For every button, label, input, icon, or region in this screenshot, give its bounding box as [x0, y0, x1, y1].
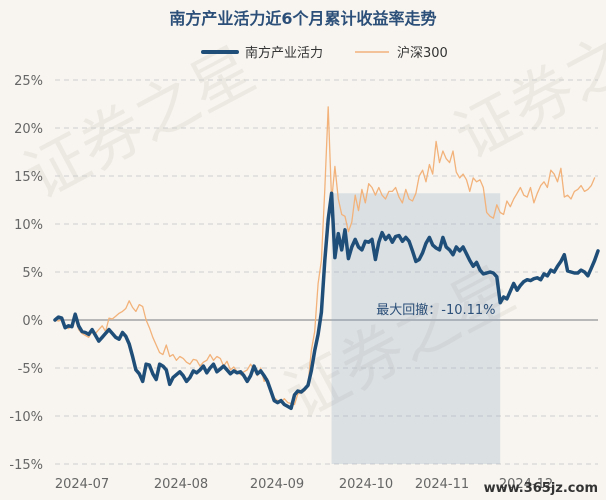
- x-tick-label-1: 2024-08: [154, 477, 208, 492]
- series-line-index: [54, 106, 596, 406]
- y-tick-label-8: -15%: [9, 458, 43, 473]
- x-tick-label-2: 2024-09: [250, 477, 304, 492]
- max-drawdown-label: 最大回撤：-10.11%: [376, 302, 495, 318]
- y-tick-label-7: -10%: [9, 410, 43, 425]
- y-tick-label-4: 5%: [22, 266, 43, 281]
- y-tick-label-2: 15%: [14, 170, 43, 185]
- x-tick-label-0: 2024-07: [55, 477, 109, 492]
- x-tick-label-4: 2024-11: [415, 477, 469, 492]
- legend-label-fund: 南方产业活力: [245, 45, 323, 61]
- y-tick-label-3: 10%: [14, 218, 43, 233]
- x-tick-label-5: 2024-12: [499, 477, 553, 492]
- max-drawdown-shade: [331, 193, 501, 464]
- legend-label-index: 沪深300: [397, 45, 448, 61]
- y-tick-label-5: 0%: [22, 314, 43, 329]
- x-axis: 2024-07 2024-08 2024-09 2024-10 2024-11 2024-…: [55, 477, 553, 492]
- watermark-site: www.365jz.com: [484, 481, 598, 496]
- series-lines: [53, 106, 600, 411]
- x-tick-label-3: 2024-10: [339, 477, 393, 492]
- chart-title: 南方产业活力近6个月累计收益率走势: [169, 9, 436, 28]
- y-axis: 25% 20% 15% 10% 5% 0% -5% -10% -15%: [9, 74, 43, 473]
- series-line-fund: [53, 191, 600, 411]
- legend: 南方产业活力 沪深300: [201, 45, 448, 61]
- annotation: 最大回撤：-10.11%: [376, 302, 495, 318]
- y-tick-label-0: 25%: [14, 74, 43, 89]
- grid: [55, 79, 598, 465]
- watermark-text-1: 证券之星: [13, 32, 266, 213]
- y-tick-label-1: 20%: [14, 122, 43, 137]
- max-drawdown-region: [331, 193, 501, 464]
- y-tick-label-6: -5%: [18, 362, 43, 377]
- watermark-text-3: 证券之星: [443, 0, 606, 173]
